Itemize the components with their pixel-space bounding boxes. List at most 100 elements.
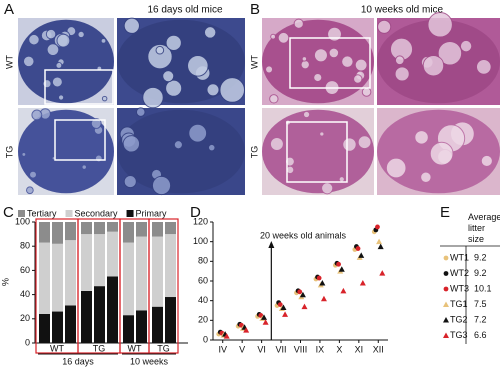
follicle <box>77 30 85 39</box>
follicle <box>51 76 63 88</box>
follicle <box>377 19 392 34</box>
data-point <box>243 327 250 333</box>
data-point <box>379 270 386 276</box>
bar-segment <box>107 276 118 343</box>
follicle <box>123 17 140 34</box>
x-tick-label: XI <box>355 344 364 354</box>
tissue <box>117 19 245 104</box>
follicle <box>28 33 40 46</box>
legend-label: Primary <box>136 208 167 218</box>
follicle <box>475 59 492 75</box>
follicle <box>338 176 345 183</box>
data-point <box>336 261 341 267</box>
data-point <box>359 279 366 286</box>
panel-label: E <box>440 204 450 221</box>
follicle <box>29 170 37 179</box>
bar-segment <box>107 222 118 232</box>
y-tick-label: 0 <box>25 337 30 347</box>
bar-segment <box>39 313 50 343</box>
follicle <box>301 56 308 62</box>
follicle <box>147 43 173 70</box>
bar-segment <box>52 243 63 312</box>
follicle <box>394 66 410 82</box>
y-tick-label: 40 <box>20 289 30 299</box>
data-point <box>223 333 230 339</box>
bar-segment <box>165 297 176 343</box>
row-name: WT3 <box>450 283 469 293</box>
follicle <box>165 79 183 97</box>
follicle <box>203 26 217 39</box>
follicle <box>269 94 279 104</box>
data-point <box>375 224 380 230</box>
bar-segment <box>123 315 134 343</box>
data-point <box>376 238 383 245</box>
panel-title: 10 weeks old mice <box>361 5 444 16</box>
row-marker <box>443 301 449 307</box>
data-point <box>262 319 269 325</box>
data-point <box>261 314 268 320</box>
row-marker <box>443 286 449 292</box>
bar-segment <box>94 234 105 287</box>
follicle <box>300 59 310 70</box>
bar-segment <box>81 290 92 343</box>
bar-segment <box>123 222 134 243</box>
legend-swatch <box>65 210 73 217</box>
data-point <box>297 289 303 295</box>
arrow-head <box>268 241 275 248</box>
x-tick-label: IV <box>218 344 227 354</box>
zoom-box <box>289 37 371 89</box>
bar-segment <box>94 222 105 235</box>
data-point <box>320 295 327 302</box>
bar-segment <box>65 305 76 343</box>
zoom-box <box>44 69 114 105</box>
follicle <box>81 164 87 170</box>
follicle <box>162 70 175 83</box>
follicle <box>90 118 102 129</box>
data-point <box>282 311 289 317</box>
tissue <box>18 109 114 194</box>
panel-title: 16 days old mice <box>147 5 222 16</box>
x-tick-label: IX <box>316 344 325 354</box>
y-tick-label: 60 <box>198 275 208 285</box>
data-point <box>319 279 326 286</box>
bar-segment <box>81 234 92 291</box>
follicle <box>328 47 340 59</box>
follicle <box>151 175 172 196</box>
follicle <box>353 74 363 84</box>
follicle <box>100 37 107 44</box>
follicle <box>42 79 52 89</box>
bar-segment <box>39 242 50 314</box>
follicle <box>427 12 453 38</box>
tissue <box>18 19 114 104</box>
row-name: TG3 <box>450 330 468 340</box>
follicle <box>480 154 493 168</box>
y-tick-label: 80 <box>198 256 208 266</box>
tissue <box>117 109 245 194</box>
follicle <box>45 28 57 40</box>
follicle <box>270 33 277 40</box>
row-name: TG2 <box>450 314 468 324</box>
group-label: TG <box>157 343 170 353</box>
follicle <box>319 131 325 137</box>
data-point <box>280 304 287 311</box>
period-label: 10 weeks <box>130 356 169 366</box>
row-name: WT1 <box>450 252 469 262</box>
data-point <box>316 275 322 281</box>
bar-segment <box>107 231 118 277</box>
y-tick-label: 60 <box>20 265 30 275</box>
data-point <box>338 266 345 272</box>
follicle <box>342 137 357 152</box>
follicle <box>56 33 71 48</box>
follicle <box>94 154 103 163</box>
annotation: 20 weeks old animals <box>260 230 347 240</box>
bar-segment <box>52 222 63 244</box>
zoom-box <box>286 121 348 183</box>
follicle <box>206 83 220 97</box>
row-label: WT <box>249 55 259 69</box>
follicle <box>46 43 60 57</box>
bar-segment <box>136 310 147 343</box>
follicle <box>123 175 137 189</box>
row-marker <box>443 332 449 338</box>
micrographs <box>18 12 500 196</box>
